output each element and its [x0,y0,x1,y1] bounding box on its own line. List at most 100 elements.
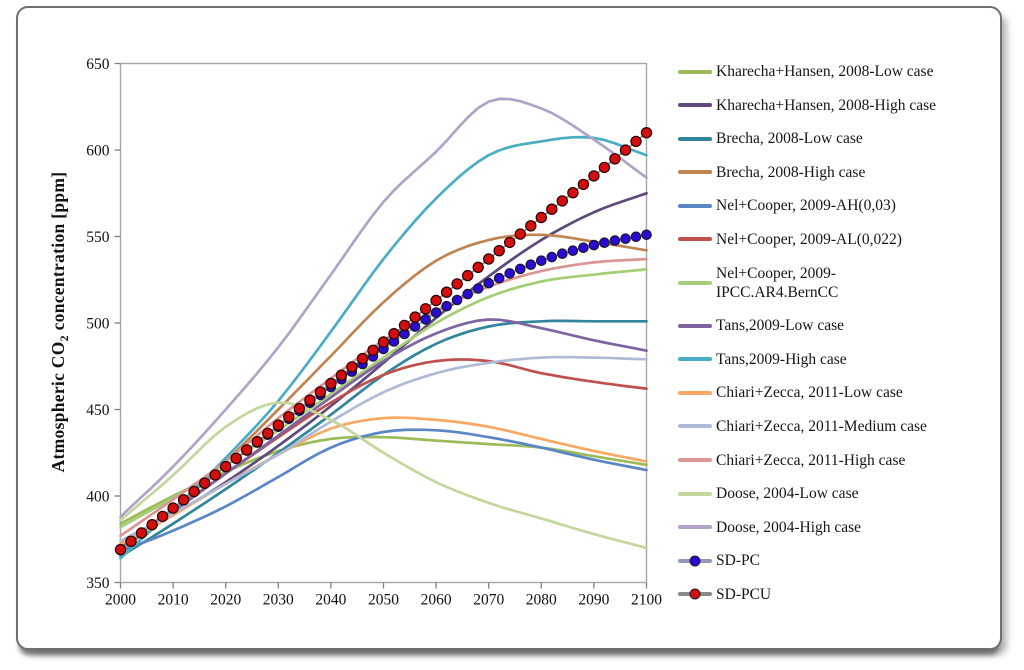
data-point-sd-pcu [198,477,211,489]
legend-item-doose-2004-high-case: Doose, 2004-High case [678,518,1008,537]
data-point-sd-pcu [546,203,558,215]
legend-line-swatch-nel-cooper-2009-al-0-022 [678,237,712,242]
legend-label: Chiari+Zecca, 2011-Medium case [716,417,927,435]
legend-item-chiari-zecca-2011-low-case: Chiari+Zecca, 2011-Low case [678,383,1008,402]
y-tick-label: 650 [86,56,110,73]
data-point-sd-pcu [535,211,548,224]
legend-item-tans-2009-high-case: Tans,2009-High case [678,350,1008,369]
y-tick-label: 550 [86,229,110,246]
data-point-sd-pc [451,294,463,306]
legend-item-doose-2004-low-case: Doose, 2004-Low case [678,484,1008,503]
series-line-nel-cooper-2009-ipcc-ar4-berncc [119,268,648,529]
x-tick-label: 2040 [315,592,346,609]
data-point-sd-pc [430,307,442,318]
legend: Kharecha+Hansen, 2008-Low case Kharecha+H… [678,62,1008,619]
legend-label: Tans,2009-Low case [716,317,845,335]
legend-label: Nel+Cooper, 2009-AH(0,03) [716,197,896,215]
data-point-sd-pcu [462,269,474,282]
y-axis-title-units: concentration [ppm] [48,171,69,336]
data-point-sd-pcu [598,161,611,174]
figure-frame [16,6,1002,650]
data-point-sd-pc [493,272,505,284]
data-point-sd-pcu [588,170,600,182]
data-point-sd-pc [588,239,600,251]
data-point-sd-pcu [125,535,137,548]
legend-line-swatch-tans-2009-high-case [678,357,712,362]
data-point-sd-pc [483,277,494,289]
legend-item-sd-pc: SD-PC [678,551,1008,570]
legend-item-nel-cooper-2009-ipcc-ar4-berncc: Nel+Cooper, 2009- IPCC.AR4.BernCC [678,264,1008,302]
data-point-sd-pcu [440,286,453,298]
data-point-sd-pc [472,283,484,294]
data-point-sd-pcu [556,195,569,207]
data-point-sd-pc [514,263,526,275]
legend-line-swatch-nel-cooper-2009-ipcc-ar4-berncc [678,280,712,285]
data-point-sd-pcu [135,527,148,539]
legend-label: Kharecha+Hansen, 2008-High case [716,96,937,114]
legend-dot-sd-pcu [689,588,701,600]
data-point-sd-pcu [514,228,527,240]
series-markers-sd-pcu [114,126,653,556]
y-tick-label: 600 [86,143,110,160]
x-tick-label: 2080 [526,592,557,609]
legend-line-swatch-kharecha-hansen-2008-high-case [678,103,712,108]
data-point-sd-pcu [367,344,379,356]
legend-item-nel-cooper-2009-al-0-022: Nel+Cooper, 2009-AL(0,022) [678,230,1008,249]
data-point-sd-pcu [430,294,442,307]
data-point-sd-pcu [146,519,158,531]
data-point-sd-pcu [314,386,327,398]
legend-line-swatch-tans-2009-low-case [678,323,712,328]
series-line-nel-cooper-2009-ah-0-03 [119,428,648,553]
series-line-doose-2004-low-case [119,401,648,550]
data-point-sd-pc [409,321,421,332]
data-point-sd-pcu [272,419,284,431]
legend-label: Nel+Cooper, 2009- IPCC.AR4.BernCC [716,264,839,301]
y-axis-title: Atmospheric CO2 concentration [ppm] [48,172,72,473]
legend-label: Doose, 2004-Low case [716,485,859,503]
data-point-sd-pc [578,242,589,254]
legend-item-tans-2009-low-case: Tans,2009-Low case [678,316,1008,335]
legend-dot-sd-pc [689,555,701,567]
series-line-doose-2004-high-case [119,97,648,519]
legend-label: Chiari+Zecca, 2011-High case [716,451,906,469]
legend-item-brecha-2008-low-case: Brecha, 2008-Low case [678,129,1008,148]
data-point-sd-pc [556,248,568,259]
plot-area-border [119,62,648,584]
x-tick-label: 2020 [210,592,241,609]
data-point-sd-pcu [177,494,190,506]
legend-item-kharecha-hansen-2008-high-case: Kharecha+Hansen, 2008-High case [678,96,1008,115]
series-line-chiari-zecca-2011-medium-case [119,355,648,543]
data-point-sd-pcu [356,352,369,365]
legend-line-swatch-brecha-2008-low-case [678,136,712,141]
x-tick-label: 2000 [105,592,136,609]
legend-item-chiari-zecca-2011-high-case: Chiari+Zecca, 2011-High case [678,451,1008,470]
data-point-sd-pcu [188,485,200,498]
data-point-sd-pc [462,288,473,300]
legend-label: Brecha, 2008-High case [716,163,866,181]
data-point-sd-pcu [472,261,484,273]
data-point-sd-pcu [114,543,127,556]
data-point-sd-pcu [230,452,242,464]
data-point-sd-pcu [419,303,432,315]
legend-item-sd-pcu: SD-PCU [678,585,1008,604]
data-point-sd-pcu [640,126,653,139]
data-point-sd-pcu [398,319,411,332]
data-point-sd-pcu [493,244,505,257]
data-point-sd-pc [599,237,610,248]
data-point-sd-pcu [409,311,421,323]
data-point-sd-pc [546,251,558,263]
data-point-sd-pcu [219,460,232,473]
legend-line-swatch-chiari-zecca-2011-medium-case [678,424,712,429]
data-point-sd-pc [641,229,652,241]
x-tick-label: 2100 [631,592,662,609]
data-point-sd-pcu [619,144,632,156]
x-tick-label: 2050 [368,592,399,609]
legend-line-swatch-kharecha-hansen-2008-low-case [678,69,712,74]
data-point-sd-pc [525,259,537,270]
legend-label: SD-PCU [716,585,772,603]
legend-item-nel-cooper-2009-ah-0-03: Nel+Cooper, 2009-AH(0,03) [678,196,1008,215]
data-point-sd-pc [630,231,642,243]
data-point-sd-pcu [630,135,642,148]
legend-label: Nel+Cooper, 2009-AL(0,022) [716,230,902,248]
legend-line-swatch-doose-2004-high-case [678,525,712,530]
